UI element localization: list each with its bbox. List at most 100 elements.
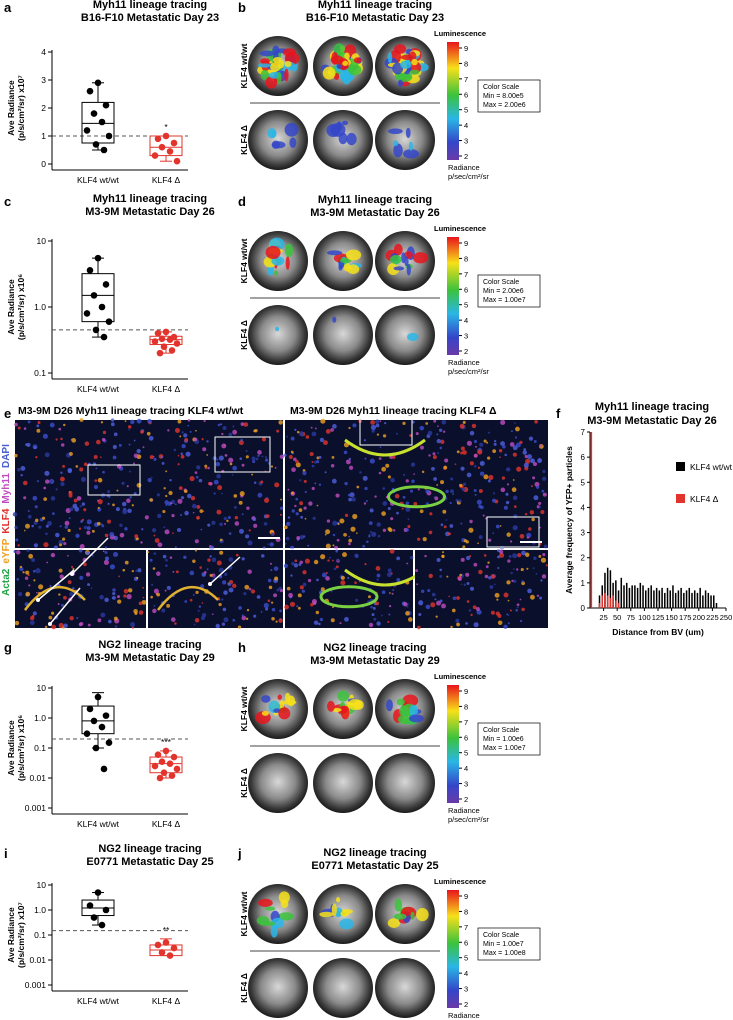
cell [229, 462, 233, 466]
signal-blob [409, 704, 419, 717]
cell [291, 561, 295, 566]
cell [428, 530, 433, 535]
histogram-bar [713, 595, 715, 608]
cell [175, 503, 177, 506]
cell [431, 466, 435, 471]
vessel [387, 485, 446, 509]
cell [79, 575, 84, 580]
cell [460, 451, 464, 455]
cell [287, 488, 290, 491]
cell [221, 598, 224, 601]
histogram-bar [628, 587, 631, 608]
colorbar-tick-label: 9 [464, 239, 468, 248]
cell [458, 499, 462, 503]
cell [418, 600, 424, 606]
cell [410, 462, 416, 467]
data-point [173, 765, 181, 773]
cell [130, 622, 136, 628]
cell [25, 523, 30, 529]
cell [227, 515, 231, 520]
cell [365, 500, 368, 503]
significance: ** [163, 925, 170, 935]
cell [468, 527, 474, 533]
signal-blob [265, 245, 281, 260]
cell [246, 506, 250, 510]
cell [416, 583, 419, 586]
cell [540, 579, 543, 582]
cell [492, 449, 497, 454]
cell [100, 421, 104, 424]
cell [318, 483, 322, 486]
cell [55, 532, 60, 538]
cell [12, 512, 18, 517]
cell [539, 596, 543, 600]
signal-blob [393, 913, 407, 920]
cell [179, 435, 182, 438]
cell [67, 469, 72, 474]
cell [287, 516, 291, 519]
stain-label: Acta2 [1, 568, 12, 596]
cell [348, 465, 354, 470]
panel-label: g [4, 640, 12, 655]
significance: *** [161, 737, 172, 747]
cell [436, 484, 439, 486]
cell [376, 573, 381, 578]
cell [84, 441, 90, 446]
cell [189, 475, 195, 482]
cell [35, 456, 38, 459]
arrow [49, 587, 81, 625]
cell [512, 479, 515, 481]
cell [432, 455, 437, 460]
cell [436, 600, 442, 606]
data-point [173, 340, 181, 347]
cell [108, 619, 112, 624]
cell [174, 546, 177, 549]
colorbar-tick-label: 8 [464, 907, 468, 916]
cell [141, 599, 147, 605]
cell [194, 617, 200, 623]
x-tick-label: 225 [706, 613, 719, 622]
cell [497, 620, 503, 625]
signal-blob [319, 911, 334, 918]
cell [36, 428, 41, 433]
radiance-label: p/sec/cm²/sr [448, 172, 489, 181]
data-point [162, 747, 170, 755]
cell [317, 622, 321, 626]
cell [102, 470, 105, 474]
cell [59, 574, 64, 579]
data-point [154, 135, 162, 143]
cell [516, 568, 519, 571]
y-tick-label: 4 [581, 503, 586, 512]
cell [291, 467, 296, 473]
cell [482, 514, 485, 517]
cell [80, 476, 86, 482]
histogram-bar [672, 585, 674, 608]
colorbar [447, 237, 459, 355]
data-point [102, 906, 110, 914]
cell [67, 580, 72, 585]
cell [381, 466, 387, 472]
row-label: KLF4 Δ [239, 973, 249, 1003]
cell [290, 436, 295, 441]
cell [539, 444, 543, 448]
cell [146, 431, 151, 436]
cell [450, 489, 454, 494]
cell [370, 424, 377, 430]
row-label: KLF4 Δ [239, 320, 249, 350]
cell [437, 452, 440, 455]
cell [378, 457, 382, 461]
signal-blob [284, 122, 299, 137]
colorbar-tick-label: 9 [464, 892, 468, 901]
cell [268, 585, 273, 590]
cell [332, 559, 334, 562]
cell [247, 569, 252, 574]
cell [478, 535, 483, 539]
legend-swatch [676, 462, 685, 471]
histogram-bar [666, 587, 669, 608]
cell [359, 471, 362, 474]
cell [488, 474, 494, 481]
panel-label: b [238, 0, 246, 15]
histogram-bar [715, 602, 718, 608]
